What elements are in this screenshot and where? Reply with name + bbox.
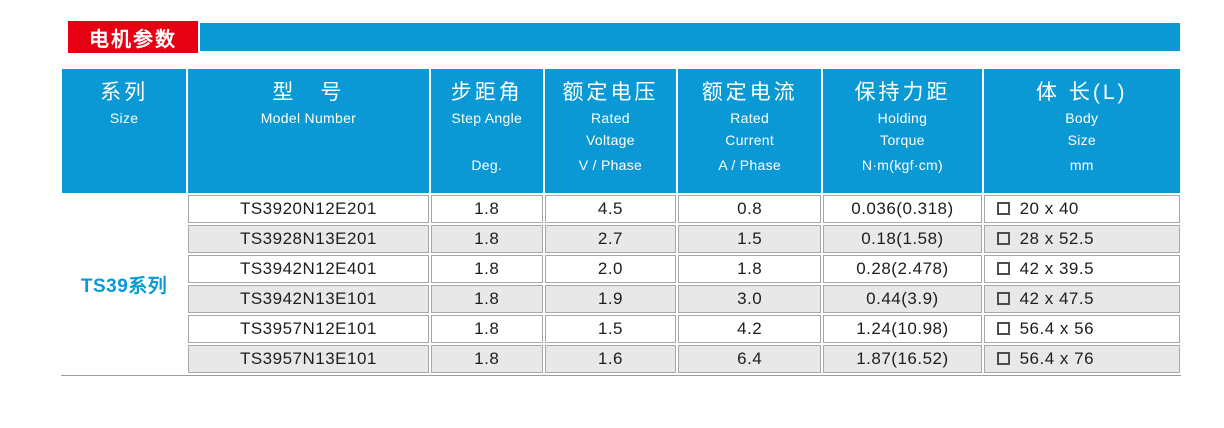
body-size-cell: 56.4 x 76 [983,345,1180,373]
section-title-row: 电机参数 [68,21,1180,53]
col-header-rated-current: 额定电流 Rated Current A / Phase [678,69,822,193]
col-header-model-en: Model Number [260,110,357,126]
motor-parameters-table: 系列 Size 型 号 Model Number 步距角 Step Angle … [60,67,1182,375]
col-header-rated-voltage: 额定电压 Rated Voltage V / Phase [544,69,677,193]
step-angle-cell: 1.8 [430,225,543,253]
body-size-cell: 28 x 52.5 [983,225,1180,253]
table-row: TS3957N13E101 1.8 1.6 6.4 1.87(16.52) 56… [62,345,1180,373]
table-body: TS39系列 TS3920N12E201 1.8 4.5 0.8 0.036(0… [62,195,1180,373]
table-header: 系列 Size 型 号 Model Number 步距角 Step Angle … [62,69,1180,193]
square-outline-icon [996,292,1010,305]
col-header-body-size-zh: 体 长(L) [1036,81,1128,104]
col-header-holding-torque: 保持力距 Holding Torque N·m(kgf·cm) [823,69,982,193]
section-title-bar [200,23,1180,51]
step-angle-cell: 1.8 [430,285,543,313]
voltage-cell: 1.9 [544,285,677,313]
torque-cell: 0.44(3.9) [823,285,982,313]
voltage-cell: 1.5 [544,315,677,343]
model-cell: TS3942N12E401 [188,255,429,283]
section-title-badge: 电机参数 [68,21,198,53]
voltage-cell: 2.0 [544,255,677,283]
model-cell: TS3957N12E101 [188,315,429,343]
col-header-series-zh: 系列 [100,81,149,104]
col-header-rated-voltage-zh: 额定电压 [562,81,659,104]
model-cell: TS3928N13E201 [188,225,429,253]
body-size-value: 28 x 52.5 [1019,229,1095,248]
motor-parameters-table-wrap: 系列 Size 型 号 Model Number 步距角 Step Angle … [60,67,1182,376]
torque-cell: 1.24(10.98) [823,315,982,343]
square-outline-icon [996,232,1010,245]
body-size-value: 42 x 39.5 [1019,259,1095,278]
table-row: TS39系列 TS3920N12E201 1.8 4.5 0.8 0.036(0… [62,195,1180,297]
current-cell: 4.2 [678,315,822,343]
step-angle-cell: 1.8 [430,255,543,283]
body-size-cell: 42 x 39.5 [983,255,1180,283]
body-size-value: 56.4 x 56 [1019,319,1095,338]
current-cell: 1.8 [678,255,822,283]
series-cell: TS39系列 [62,195,186,373]
col-header-model-zh: 型 号 [272,81,345,104]
voltage-cell: 2.7 [544,225,677,253]
col-header-model: 型 号 Model Number [188,69,429,193]
step-angle-cell: 1.8 [430,345,543,373]
torque-cell: 1.87(16.52) [823,345,982,373]
step-angle-cell: 1.8 [430,315,543,343]
step-angle-cell: 1.8 [430,195,543,223]
model-cell: TS3942N13E101 [188,285,429,313]
table-row: TS3942N13E101 1.8 1.9 3.0 0.44(3.9) 42 x… [62,285,1180,313]
col-header-series-en: Size [109,110,139,126]
table-bottom-rule [61,375,1181,376]
current-cell: 0.8 [678,195,822,223]
col-header-step-angle: 步距角 Step Angle Deg. [430,69,543,193]
col-header-body-size: 体 长(L) Body Size mm [983,69,1180,193]
current-cell: 6.4 [678,345,822,373]
current-cell: 1.5 [678,225,822,253]
body-size-value: 42 x 47.5 [1019,289,1095,308]
voltage-cell: 1.6 [544,345,677,373]
square-outline-icon [996,352,1010,365]
series-label: TS39系列 [80,275,168,297]
table-row: TS3957N12E101 1.8 1.5 4.2 1.24(10.98) 56… [62,315,1180,343]
body-size-value: 56.4 x 76 [1019,349,1095,368]
body-size-value: 20 x 40 [1019,199,1079,218]
square-outline-icon [996,262,1010,275]
square-outline-icon [996,202,1010,215]
voltage-cell: 4.5 [544,195,677,223]
model-cell: TS3920N12E201 [188,195,429,223]
col-header-series: 系列 Size [62,69,187,193]
torque-cell: 0.18(1.58) [823,225,982,253]
current-cell: 3.0 [678,285,822,313]
body-size-cell: 56.4 x 56 [983,315,1180,343]
col-header-step-angle-zh: 步距角 [450,81,523,104]
table-row: TS3942N12E401 1.8 2.0 1.8 0.28(2.478) 42… [62,255,1180,283]
torque-cell: 0.28(2.478) [823,255,982,283]
body-size-cell: 42 x 47.5 [983,285,1180,313]
square-outline-icon [996,322,1010,335]
table-row: TS3928N13E201 1.8 2.7 1.5 0.18(1.58) 28 … [62,225,1180,253]
col-header-holding-torque-zh: 保持力距 [854,81,951,104]
torque-cell: 0.036(0.318) [823,195,982,223]
body-size-cell: 20 x 40 [983,195,1180,223]
model-cell: TS3957N13E101 [188,345,429,373]
col-header-rated-current-zh: 额定电流 [701,81,798,104]
